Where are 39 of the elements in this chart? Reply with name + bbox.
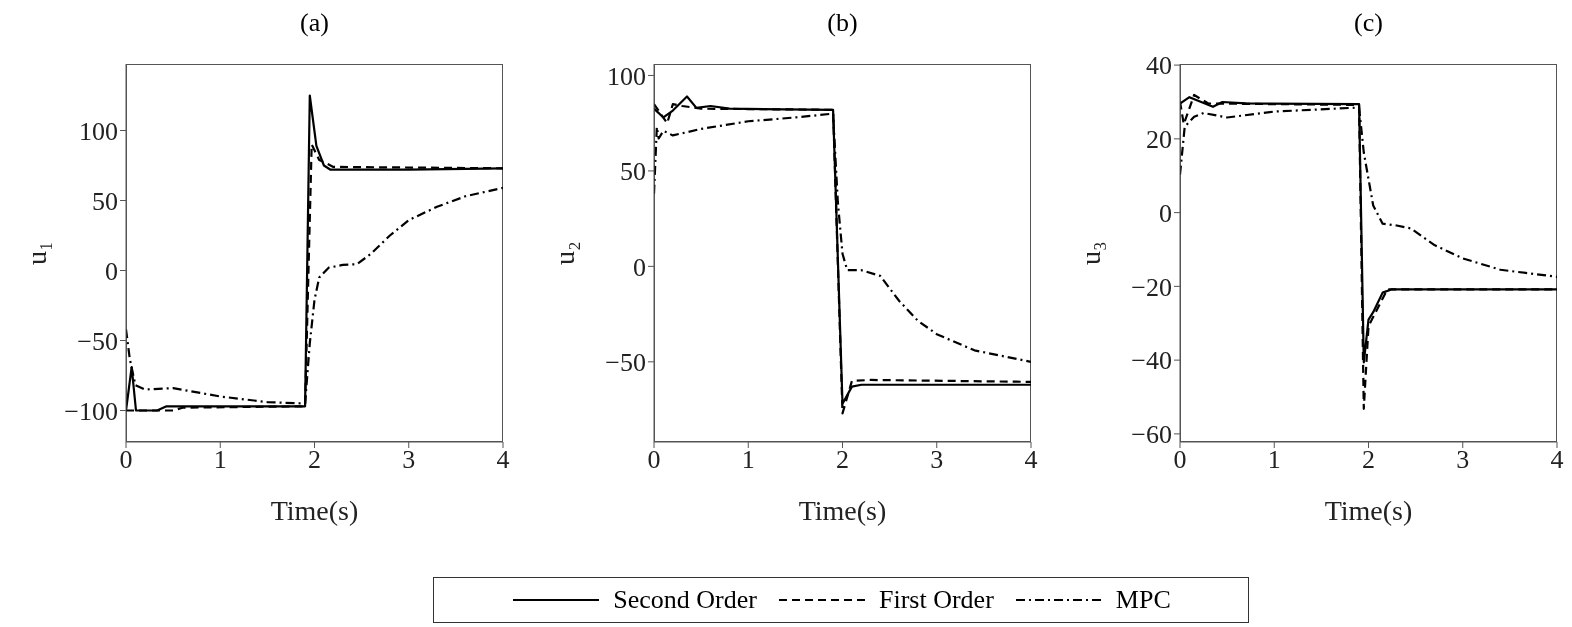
legend-label: Second Order <box>613 585 757 615</box>
x-tick-label: 3 <box>1456 445 1470 475</box>
x-axis-title: Time(s) <box>270 495 359 526</box>
y-tick-label: −50 <box>77 326 118 356</box>
x-tick-label: 3 <box>402 445 416 475</box>
y-tick-label: −20 <box>1131 272 1172 302</box>
y-tick-label: 0 <box>1159 198 1172 228</box>
y-axis-title: u₂ <box>548 241 580 265</box>
y-tick-label: −60 <box>1131 420 1172 450</box>
y-axis-title: u₃ <box>1074 241 1106 265</box>
x-tick-label: 2 <box>308 445 321 475</box>
legend-label: MPC <box>1115 585 1171 615</box>
chart-title: (a) <box>299 8 330 38</box>
y-tick-label: 0 <box>105 256 118 286</box>
x-tick-label: 4 <box>496 445 510 475</box>
y-tick-label: 100 <box>79 116 118 146</box>
x-tick-label: 2 <box>1362 445 1375 475</box>
y-tick-label: −40 <box>1131 346 1172 376</box>
legend-label: First Order <box>878 585 994 615</box>
y-tick-label: 20 <box>1146 125 1172 155</box>
x-tick-label: 4 <box>1550 445 1564 475</box>
x-axis-title: Time(s) <box>798 495 887 526</box>
y-tick-label: 40 <box>1146 51 1172 81</box>
y-tick-label: −100 <box>64 396 118 426</box>
x-tick-label: 1 <box>213 445 227 475</box>
chart-title: (c) <box>1353 8 1384 38</box>
chart-title: (b) <box>826 8 859 38</box>
y-tick-label: −50 <box>605 348 646 378</box>
x-tick-label: 4 <box>1024 445 1038 475</box>
y-axis-title: u₁ <box>20 241 52 265</box>
y-tick-label: 50 <box>92 186 118 216</box>
x-tick-label: 2 <box>836 445 849 475</box>
y-tick-label: 0 <box>633 252 646 282</box>
y-tick-label: 100 <box>607 61 646 91</box>
x-tick-label: 1 <box>741 445 755 475</box>
x-tick-label: 3 <box>930 445 944 475</box>
x-tick-label: 1 <box>1267 445 1281 475</box>
y-tick-label: 50 <box>620 157 646 187</box>
x-axis-title: Time(s) <box>1324 495 1413 526</box>
